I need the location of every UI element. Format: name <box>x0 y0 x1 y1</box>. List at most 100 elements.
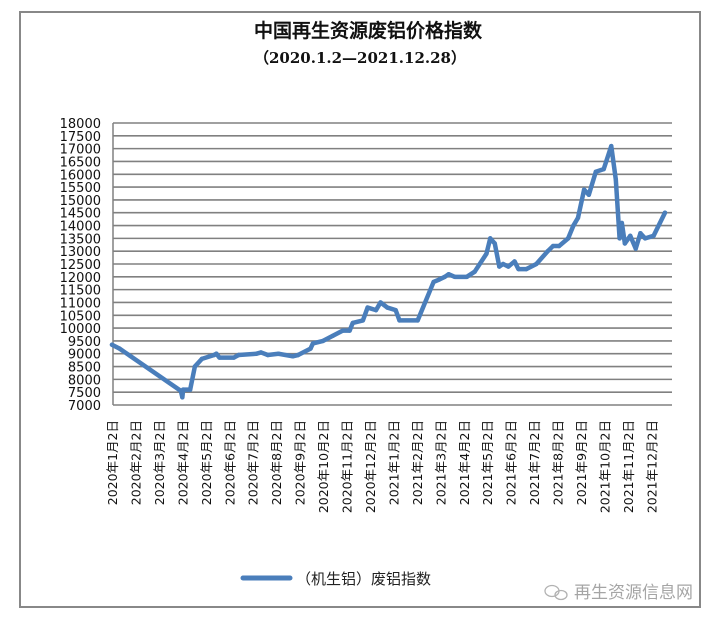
x-tick-label: 2020年10月2日 <box>316 420 331 513</box>
data-point <box>575 215 581 221</box>
data-point <box>199 356 205 362</box>
data-point <box>488 236 493 241</box>
chart-border <box>19 11 701 608</box>
x-tick-label: 2020年1月2日 <box>105 420 120 505</box>
data-point <box>556 243 562 249</box>
data-point <box>258 350 264 355</box>
data-point <box>601 166 606 172</box>
x-tick-label: 2020年2月2日 <box>128 420 143 505</box>
x-tick-label: 2021年2月2日 <box>410 420 425 505</box>
legend-label: （机生铝）废铝指数 <box>296 570 431 588</box>
data-point <box>117 346 122 351</box>
y-tick-label: 15500 <box>60 181 101 196</box>
data-point <box>192 364 198 369</box>
data-point <box>350 320 355 326</box>
x-tick-label: 2021年8月2日 <box>551 420 566 505</box>
data-point <box>385 305 390 310</box>
data-point <box>446 272 451 277</box>
data-point <box>534 261 539 267</box>
data-point <box>378 300 383 305</box>
data-point <box>622 241 628 246</box>
data-point <box>464 274 470 280</box>
chart-subtitle: （2020.1.2—2021.12.28） <box>254 49 466 67</box>
data-point <box>497 264 502 269</box>
data-point <box>512 259 517 264</box>
x-tick-label: 2020年11月2日 <box>340 420 355 513</box>
y-tick-label: 9500 <box>68 335 101 350</box>
data-point <box>633 246 638 251</box>
y-tick-label: 12500 <box>60 258 101 273</box>
data-point <box>330 333 336 338</box>
data-point <box>180 387 186 392</box>
data-point <box>613 177 618 182</box>
y-tick-label: 8500 <box>68 361 101 376</box>
y-tick-label: 14500 <box>60 207 101 222</box>
legend: （机生铝）废铝指数 <box>240 570 431 588</box>
data-point <box>397 318 402 323</box>
data-point <box>484 251 489 256</box>
data-point <box>431 279 436 285</box>
y-tick-label: 10500 <box>60 309 101 324</box>
y-tick-label: 13000 <box>60 245 101 260</box>
data-point <box>437 277 442 282</box>
y-tick-label: 7500 <box>68 386 101 401</box>
data-point <box>276 351 281 356</box>
data-point <box>415 318 420 323</box>
data-point <box>393 307 398 313</box>
data-point <box>619 220 625 226</box>
data-point <box>586 192 592 197</box>
data-point <box>628 233 633 238</box>
data-point <box>320 338 326 344</box>
data-point <box>593 169 599 174</box>
data-point <box>581 187 587 192</box>
y-tick-label: 17500 <box>60 130 101 145</box>
y-tick-label: 15000 <box>60 194 101 209</box>
x-tick-label: 2020年12月2日 <box>363 420 378 513</box>
data-point <box>180 395 185 400</box>
y-tick-label: 16500 <box>60 155 101 170</box>
x-tick-label: 2021年4月2日 <box>457 420 472 505</box>
data-point <box>236 352 241 358</box>
data-point <box>373 307 379 313</box>
data-point <box>365 305 370 310</box>
x-tick-label: 2021年11月2日 <box>621 420 636 513</box>
data-point <box>295 352 301 358</box>
data-point <box>516 266 521 272</box>
y-tick-label: 17000 <box>60 143 101 158</box>
data-point <box>550 243 556 249</box>
watermark: 再生资源信息网 <box>544 583 693 603</box>
data-point <box>571 223 576 228</box>
y-tick-label: 18000 <box>60 117 101 132</box>
x-tick-label: 2021年5月2日 <box>480 420 495 505</box>
x-tick-label: 2020年6月2日 <box>222 420 237 505</box>
data-point <box>506 264 511 269</box>
chart-title: 中国再生资源废铝价格指数 <box>254 19 483 42</box>
y-tick-label: 16000 <box>60 168 101 183</box>
data-point <box>310 341 316 346</box>
data-point <box>214 351 219 356</box>
y-tick-label: 7000 <box>68 399 101 414</box>
data-point <box>472 269 477 274</box>
data-point <box>217 355 222 360</box>
data-point <box>109 342 115 347</box>
data-point <box>187 387 193 392</box>
y-tick-label: 14000 <box>60 220 101 235</box>
data-point <box>452 274 457 280</box>
data-point <box>254 351 259 356</box>
y-tick-label: 11500 <box>60 284 101 299</box>
y-tick-label: 12000 <box>60 271 101 286</box>
x-tick-label: 2021年7月2日 <box>527 420 542 505</box>
data-point <box>231 355 237 360</box>
x-tick-label: 2020年8月2日 <box>269 420 284 505</box>
x-tick-label: 2021年6月2日 <box>504 420 519 505</box>
x-tick-label: 2021年3月2日 <box>433 420 448 505</box>
y-tick-label: 11000 <box>60 296 101 311</box>
data-point <box>347 328 352 333</box>
data-point <box>651 233 656 238</box>
x-tick-label: 2021年1月2日 <box>386 420 401 505</box>
x-tick-label: 2021年9月2日 <box>574 420 589 505</box>
data-point <box>524 266 529 272</box>
x-tick-label: 2020年5月2日 <box>199 420 214 505</box>
